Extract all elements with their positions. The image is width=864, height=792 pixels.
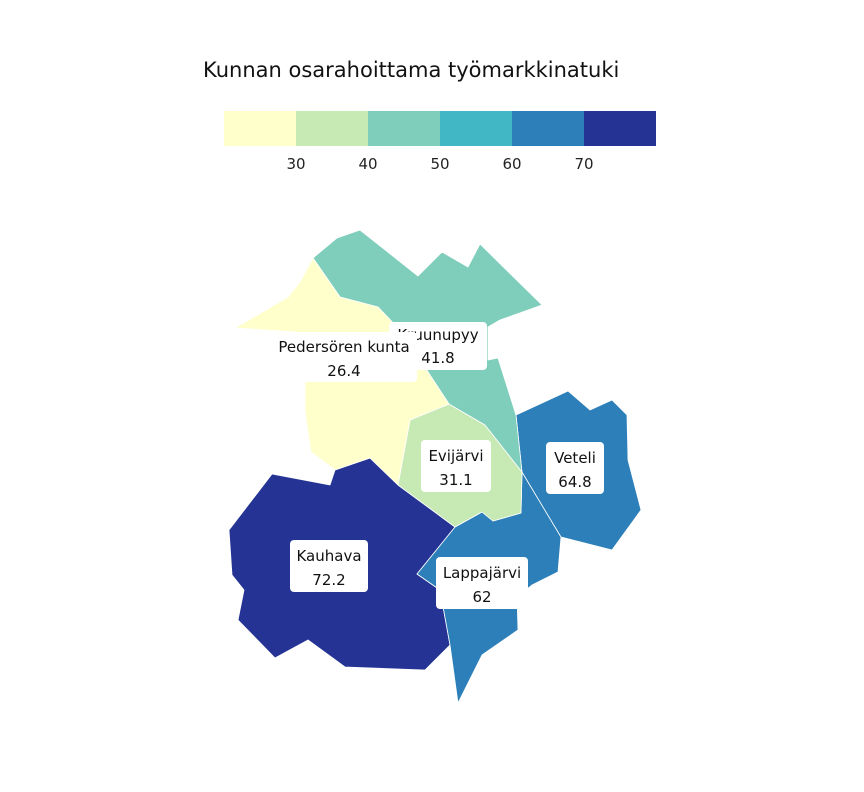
label-pedersore-name: Pedersören kunta bbox=[278, 338, 409, 356]
label-kruunupyy-value: 41.8 bbox=[421, 349, 454, 367]
legend-bin-4 bbox=[512, 111, 584, 146]
legend: 30 40 50 60 70 bbox=[224, 111, 656, 173]
label-evijarvi: Evijärvi 31.1 bbox=[421, 440, 491, 492]
label-lappajarvi-value: 62 bbox=[472, 588, 491, 606]
label-veteli-name: Veteli bbox=[554, 449, 596, 467]
legend-tick-30: 30 bbox=[286, 155, 305, 173]
label-kauhava-name: Kauhava bbox=[296, 547, 361, 565]
label-evijarvi-value: 31.1 bbox=[439, 471, 472, 489]
legend-bin-2 bbox=[368, 111, 440, 146]
map-labels: Kruunupyy 41.8 Pedersören kunta 26.4 Evi… bbox=[271, 322, 604, 609]
legend-tick-50: 50 bbox=[430, 155, 449, 173]
label-kauhava-value: 72.2 bbox=[312, 571, 345, 589]
legend-bin-5 bbox=[584, 111, 656, 146]
legend-bin-1 bbox=[296, 111, 368, 146]
label-lappajarvi-name: Lappajärvi bbox=[443, 564, 521, 582]
label-pedersore: Pedersören kunta 26.4 bbox=[271, 332, 417, 382]
legend-tick-60: 60 bbox=[502, 155, 521, 173]
map-title: Kunnan osarahoittama työmarkkinatuki bbox=[203, 58, 619, 82]
label-veteli: Veteli 64.8 bbox=[546, 442, 604, 494]
label-kauhava: Kauhava 72.2 bbox=[290, 540, 368, 592]
legend-bin-3 bbox=[440, 111, 512, 146]
label-pedersore-value: 26.4 bbox=[327, 362, 360, 380]
label-veteli-value: 64.8 bbox=[558, 473, 591, 491]
label-lappajarvi: Lappajärvi 62 bbox=[436, 557, 528, 609]
legend-tick-40: 40 bbox=[358, 155, 377, 173]
legend-bin-0 bbox=[224, 111, 296, 146]
legend-tick-70: 70 bbox=[574, 155, 593, 173]
label-evijarvi-name: Evijärvi bbox=[428, 447, 483, 465]
label-kruunupyy-name: Kruunupyy bbox=[397, 326, 478, 344]
